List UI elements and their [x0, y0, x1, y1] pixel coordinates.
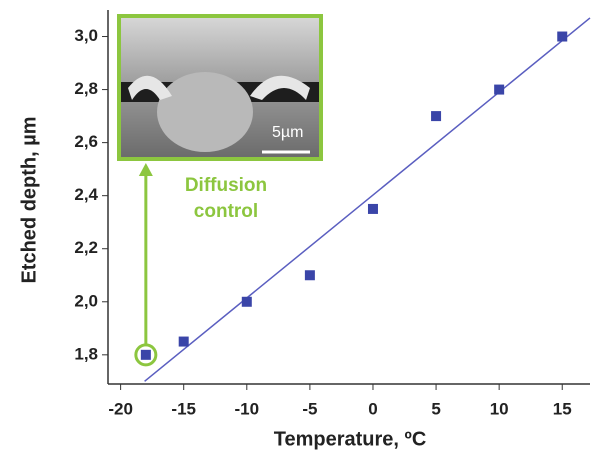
inset-label: 5µm — [272, 124, 303, 141]
data-point — [140, 349, 151, 360]
data-point — [367, 203, 378, 214]
x-tick-label: 15 — [553, 399, 572, 418]
y-tick-label: 2,0 — [74, 291, 98, 310]
x-tick-label: -5 — [302, 399, 317, 418]
data-point — [494, 84, 505, 95]
x-axis-label: Temperature, ºC — [274, 428, 427, 450]
highlight-circle — [134, 343, 158, 367]
data-point — [431, 111, 442, 122]
y-tick-label: 3,0 — [74, 26, 98, 45]
x-tick-label: -20 — [108, 399, 133, 418]
data-point — [178, 336, 189, 347]
y-axis-label: Etched depth, µm — [18, 116, 40, 283]
x-tick-label: -15 — [171, 399, 196, 418]
arrow-head — [138, 163, 153, 176]
y-tick-label: 2,6 — [74, 132, 98, 151]
data-point — [304, 270, 315, 281]
inset-image: 5µm — [117, 14, 323, 161]
x-tick-label: -10 — [235, 399, 260, 418]
y-tick-label: 2,2 — [74, 238, 98, 257]
x-tick-label: 10 — [490, 399, 509, 418]
y-tick-label: 2,4 — [74, 185, 98, 204]
data-point — [557, 31, 568, 42]
fit-line — [144, 17, 591, 382]
data-point — [241, 296, 252, 307]
y-tick-label: 2,8 — [74, 79, 98, 98]
x-tick-label: 0 — [368, 399, 377, 418]
annotation: control — [194, 201, 258, 222]
annotation: Diffusion — [185, 175, 267, 196]
y-tick-label: 1,8 — [74, 344, 98, 363]
x-tick-label: 5 — [431, 399, 440, 418]
